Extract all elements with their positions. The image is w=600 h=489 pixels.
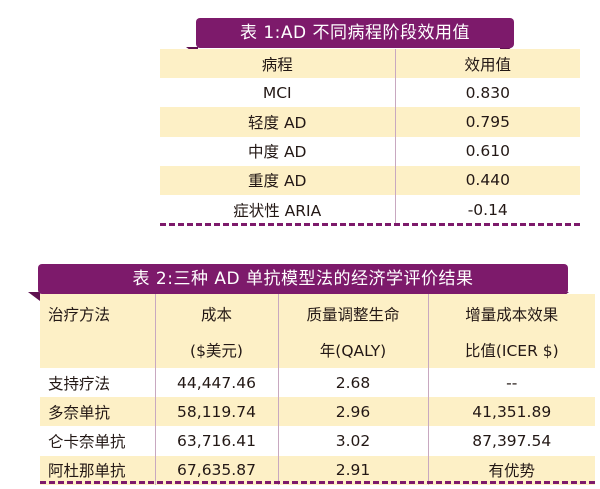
table1: 病程 效用值 MCI 0.830 轻度 AD 0.795 中度 AD 0.610… bbox=[160, 49, 580, 225]
table2-header-method-line2 bbox=[40, 332, 155, 368]
table2-cell-qaly: 2.96 bbox=[277, 397, 428, 427]
table2-cell-method: 阿杜那单抗 bbox=[40, 455, 155, 485]
table2-cell-icer: 87,397.54 bbox=[427, 426, 595, 456]
table1-header-utility: 效用值 bbox=[394, 49, 580, 79]
table1-cell-stage: MCI bbox=[160, 78, 395, 108]
table-row: 中度 AD 0.610 bbox=[160, 136, 580, 166]
table2-cell-qaly: 3.02 bbox=[277, 426, 428, 456]
table2-header-cost: 成本 bbox=[154, 294, 278, 332]
table-row: 多奈单抗 58,119.74 2.96 41,351.89 bbox=[40, 397, 595, 427]
table1-cell-utility: 0.830 bbox=[394, 78, 580, 108]
table-row: MCI 0.830 bbox=[160, 78, 580, 108]
table2-cell-icer: 41,351.89 bbox=[427, 397, 595, 427]
table2-cell-method: 仑卡奈单抗 bbox=[40, 426, 155, 456]
table2-cell-qaly: 2.68 bbox=[277, 368, 428, 398]
table2-cell-method: 多奈单抗 bbox=[40, 397, 155, 427]
table2-bottom-divider bbox=[40, 481, 595, 484]
table2-header-method: 治疗方法 bbox=[40, 294, 155, 332]
table2-cell-method: 支持疗法 bbox=[40, 368, 155, 398]
table2-cell-icer: -- bbox=[427, 368, 595, 398]
table2-header-row-2: ($美元) 年(QALY) 比值(ICER $) bbox=[40, 332, 595, 368]
table1-header-row: 病程 效用值 bbox=[160, 49, 580, 79]
table-row: 阿杜那单抗 67,635.87 2.91 有优势 bbox=[40, 455, 595, 485]
table2-cell-icer: 有优势 bbox=[427, 455, 595, 485]
table1-cell-stage: 重度 AD bbox=[160, 165, 395, 195]
table2-header-qaly: 质量调整生命 bbox=[277, 294, 428, 332]
table2-header-icer-unit: 比值(ICER $) bbox=[427, 332, 595, 368]
table2-cell-cost: 63,716.41 bbox=[154, 426, 278, 456]
table2-header-row: 治疗方法 成本 质量调整生命 增量成本效果 bbox=[40, 294, 595, 332]
table-row: 仑卡奈单抗 63,716.41 3.02 87,397.54 bbox=[40, 426, 595, 456]
table-row: 症状性 ARIA -0.14 bbox=[160, 194, 580, 225]
table2-ribbon-fold-left bbox=[28, 292, 40, 301]
table2-cell-cost: 67,635.87 bbox=[154, 455, 278, 485]
table1-cell-stage: 症状性 ARIA bbox=[160, 194, 395, 225]
table2-cell-qaly: 2.91 bbox=[277, 455, 428, 485]
table1-cell-stage: 中度 AD bbox=[160, 136, 395, 166]
table1-cell-utility: 0.795 bbox=[394, 107, 580, 137]
table1-cell-utility: 0.440 bbox=[394, 165, 580, 195]
table1-bottom-divider bbox=[160, 223, 580, 226]
table2-cell-cost: 58,119.74 bbox=[154, 397, 278, 427]
table-row: 轻度 AD 0.795 bbox=[160, 107, 580, 137]
table-row: 重度 AD 0.440 bbox=[160, 165, 580, 195]
table2-header-cost-unit: ($美元) bbox=[154, 332, 278, 368]
table2: 治疗方法 成本 质量调整生命 增量成本效果 ($美元) 年(QALY) 比值(I… bbox=[40, 294, 595, 485]
table1-title: 表 1:AD 不同病程阶段效用值 bbox=[196, 18, 514, 48]
table1-cell-stage: 轻度 AD bbox=[160, 107, 395, 137]
table2-title: 表 2:三种 AD 单抗模型法的经济学评价结果 bbox=[38, 264, 568, 294]
table2-cell-cost: 44,447.46 bbox=[154, 368, 278, 398]
table2-header-qaly-unit: 年(QALY) bbox=[277, 332, 428, 368]
table1-cell-utility: -0.14 bbox=[394, 194, 580, 225]
table1-cell-utility: 0.610 bbox=[394, 136, 580, 166]
table1-header-stage: 病程 bbox=[160, 49, 395, 79]
table-row: 支持疗法 44,447.46 2.68 -- bbox=[40, 368, 595, 398]
table2-header-icer: 增量成本效果 bbox=[427, 294, 595, 332]
